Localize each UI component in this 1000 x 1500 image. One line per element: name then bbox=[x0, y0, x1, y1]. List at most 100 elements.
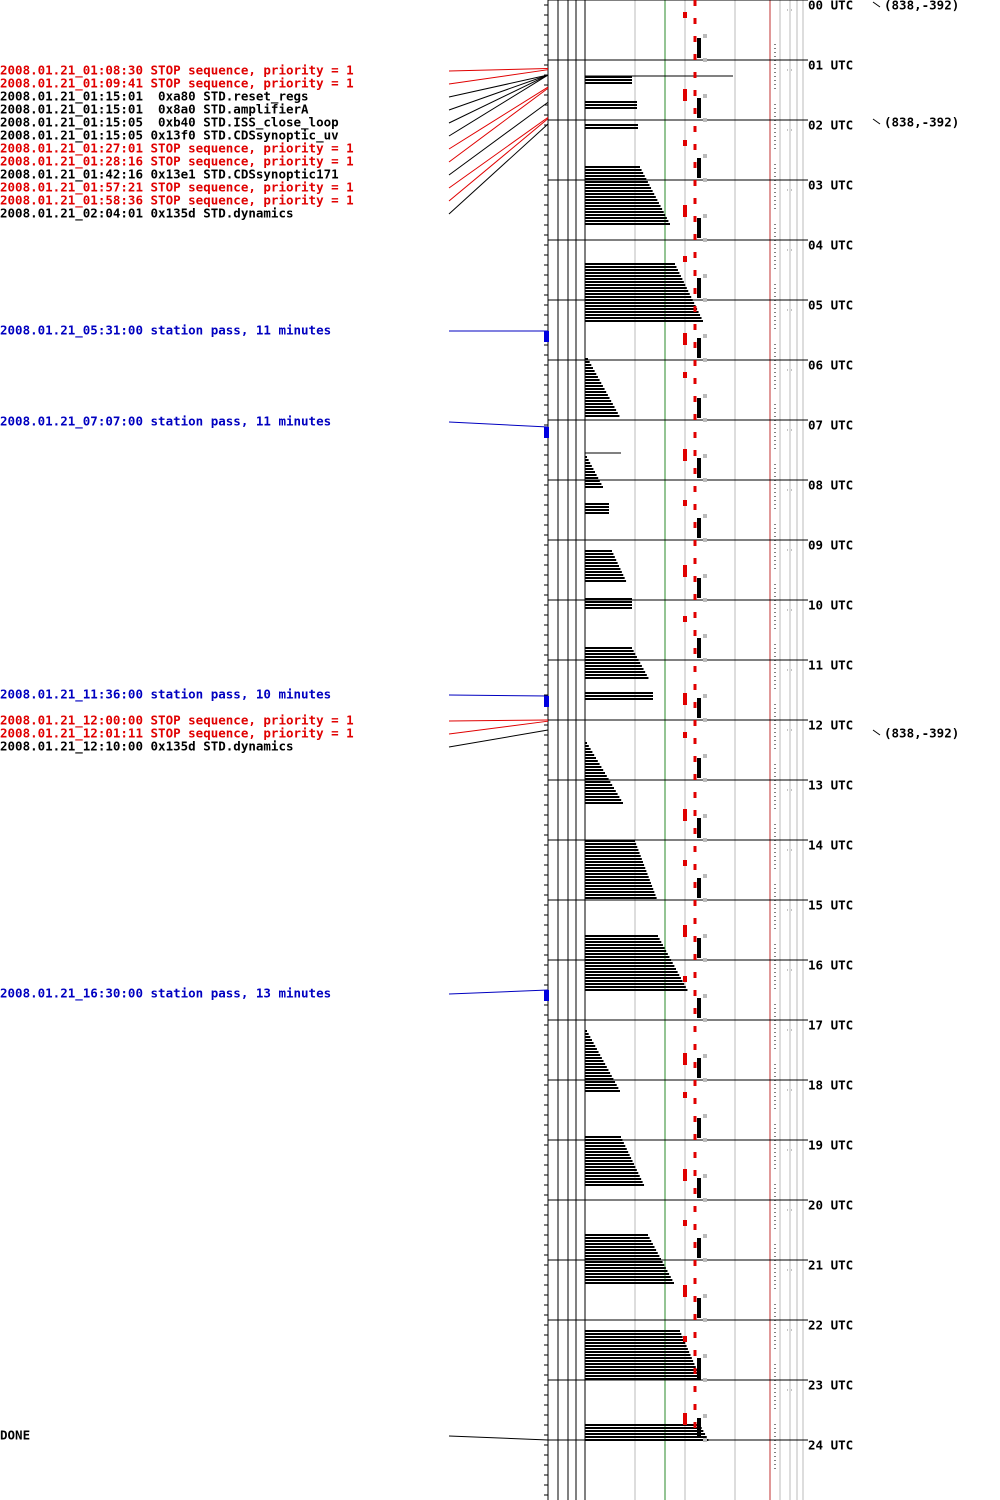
done-label: DONE bbox=[0, 1428, 30, 1443]
activity-bar bbox=[585, 1427, 702, 1429]
activity-bar bbox=[585, 1051, 599, 1053]
activity-bar bbox=[585, 565, 620, 567]
activity-bar bbox=[585, 692, 653, 694]
activity-bar bbox=[585, 754, 595, 756]
black-marker bbox=[697, 638, 701, 658]
black-marker bbox=[697, 998, 701, 1018]
activity-bar bbox=[585, 483, 602, 485]
gray-marker bbox=[703, 694, 707, 698]
gray-marker bbox=[703, 718, 707, 722]
activity-bar bbox=[585, 364, 592, 366]
activity-bar bbox=[585, 305, 696, 307]
hour-label: 11 UTC bbox=[808, 658, 853, 673]
gray-marker bbox=[703, 1078, 707, 1082]
activity-bar bbox=[585, 977, 681, 979]
activity-bar bbox=[585, 217, 667, 219]
activity-bar bbox=[585, 314, 701, 316]
activity-bar bbox=[585, 879, 650, 881]
activity-bar bbox=[585, 965, 675, 967]
activity-bar bbox=[585, 361, 590, 363]
activity-bar bbox=[585, 1270, 668, 1272]
activity-bar bbox=[585, 412, 618, 414]
activity-bar bbox=[585, 1363, 695, 1365]
gray-marker bbox=[703, 214, 707, 218]
gray-marker bbox=[703, 1438, 707, 1442]
gray-marker bbox=[703, 418, 707, 422]
black-marker bbox=[697, 98, 701, 118]
marker-tick bbox=[872, 729, 881, 736]
activity-bar bbox=[585, 662, 641, 664]
activity-bar bbox=[585, 1069, 609, 1071]
gray-marker bbox=[703, 994, 707, 998]
gray-marker bbox=[703, 838, 707, 842]
activity-bar bbox=[585, 1360, 694, 1362]
activity-bar bbox=[585, 1148, 627, 1150]
activity-bar bbox=[585, 1375, 700, 1377]
activity-bar bbox=[585, 1267, 666, 1269]
activity-bar bbox=[585, 1234, 648, 1236]
activity-bar bbox=[585, 695, 653, 697]
activity-bar bbox=[585, 1084, 617, 1086]
gray-marker bbox=[703, 754, 707, 758]
red-marker bbox=[683, 1053, 687, 1065]
activity-bar bbox=[585, 376, 598, 378]
activity-bar bbox=[585, 947, 665, 949]
activity-bar bbox=[585, 745, 589, 747]
gray-marker bbox=[703, 598, 707, 602]
event-label: 2008.01.21_01:15:05 0xb40 STD.ISS_close_… bbox=[0, 115, 339, 131]
activity-bar bbox=[585, 1330, 680, 1332]
activity-bar bbox=[585, 503, 609, 505]
black-marker bbox=[697, 1118, 701, 1138]
black-marker bbox=[697, 1058, 701, 1078]
activity-bar bbox=[585, 858, 642, 860]
activity-bar bbox=[585, 778, 609, 780]
activity-bar bbox=[585, 1249, 657, 1251]
activity-bar bbox=[585, 1424, 700, 1426]
event-label: 2008.01.21_12:01:11 STOP sequence, prior… bbox=[0, 726, 354, 742]
activity-bar bbox=[585, 840, 635, 842]
red-marker bbox=[683, 925, 687, 937]
hour-label: 18 UTC bbox=[808, 1078, 853, 1093]
activity-bar bbox=[585, 1054, 601, 1056]
event-connector bbox=[448, 74, 549, 111]
black-marker bbox=[697, 278, 701, 298]
event-label: 2008.01.21_16:30:00 station pass, 13 min… bbox=[0, 986, 331, 1002]
activity-bar bbox=[585, 79, 632, 81]
marker-tick bbox=[872, 118, 881, 125]
activity-bar bbox=[585, 935, 658, 937]
activity-bar bbox=[585, 1142, 624, 1144]
hour-label: 13 UTC bbox=[808, 778, 853, 793]
activity-bar bbox=[585, 772, 605, 774]
activity-bar bbox=[585, 397, 610, 399]
activity-bar bbox=[585, 1282, 674, 1284]
red-marker bbox=[683, 1220, 687, 1226]
red-marker bbox=[683, 333, 687, 345]
hour-label: 24 UTC bbox=[808, 1438, 853, 1453]
event-label: 2008.01.21_02:04:01 0x135d STD.dynamics bbox=[0, 206, 294, 222]
pass-marker bbox=[544, 990, 549, 1001]
black-marker bbox=[697, 158, 701, 178]
gray-marker bbox=[703, 1378, 707, 1382]
activity-bar bbox=[585, 607, 632, 609]
activity-bar bbox=[585, 671, 646, 673]
activity-bar bbox=[585, 1333, 682, 1335]
activity-bar bbox=[585, 379, 600, 381]
event-label: 2008.01.21_01:42:16 0x13e1 STD.CDSsynopt… bbox=[0, 167, 339, 183]
activity-bar bbox=[585, 409, 617, 411]
activity-bar bbox=[585, 394, 608, 396]
activity-bar bbox=[585, 266, 677, 268]
event-label: 2008.01.21_12:10:00 0x135d STD.dynamics bbox=[0, 739, 294, 755]
hour-label: 07 UTC bbox=[808, 418, 853, 433]
activity-bar bbox=[585, 465, 592, 467]
activity-bar bbox=[585, 1351, 690, 1353]
gray-marker bbox=[703, 538, 707, 542]
gray-marker bbox=[703, 574, 707, 578]
activity-bar bbox=[585, 220, 669, 222]
activity-bar bbox=[585, 299, 693, 301]
coordinate-label: (838,-392) bbox=[884, 726, 959, 741]
activity-bar bbox=[585, 320, 703, 322]
activity-bar bbox=[585, 1240, 652, 1242]
activity-bar bbox=[585, 1169, 637, 1171]
red-marker bbox=[683, 1413, 687, 1425]
activity-bar bbox=[585, 1430, 704, 1432]
